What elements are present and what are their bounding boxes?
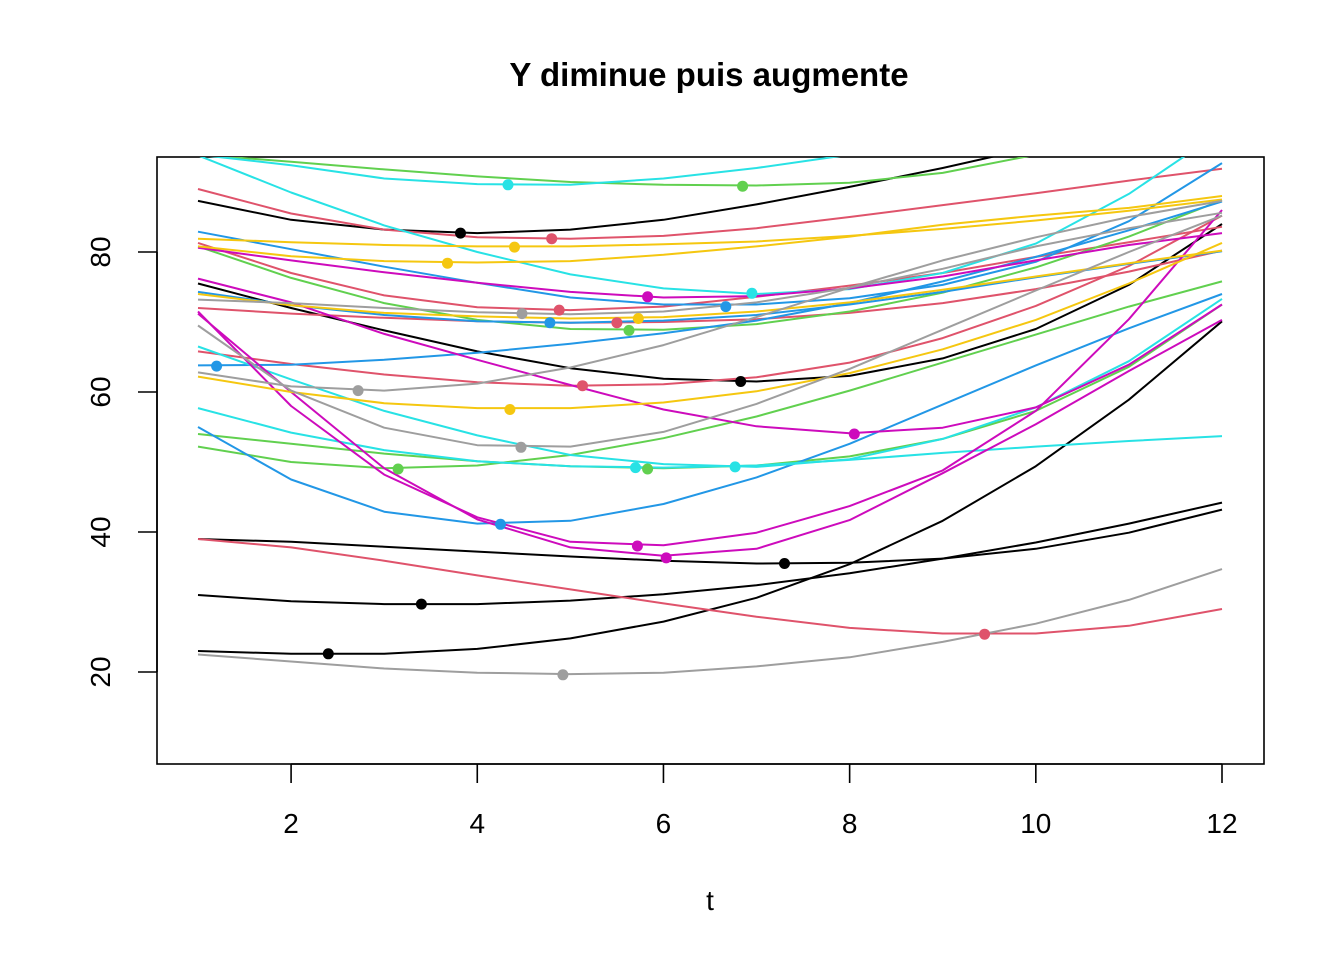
series-layer [197, 157, 1223, 676]
minimum-point-18 [495, 518, 506, 530]
series-line-28 [197, 195, 1223, 264]
y-tick-label: 40 [85, 516, 116, 547]
minimum-point-21 [729, 461, 741, 473]
minimum-point-17 [211, 360, 223, 372]
series-line-25 [197, 209, 1223, 547]
series-line-3 [197, 508, 1223, 565]
minimum-point-3 [779, 558, 790, 569]
x-tick-label: 6 [656, 808, 672, 839]
x-tick-label: 12 [1206, 808, 1237, 839]
series-line-32 [197, 214, 1223, 448]
minimum-point-26 [660, 552, 672, 564]
y-axis: 20 40 60 80 [85, 236, 158, 688]
x-axis: 2 4 6 8 10 12 [283, 763, 1238, 839]
minimum-point-8 [611, 317, 623, 329]
series-line-6 [197, 167, 1223, 240]
series-line-4 [197, 501, 1223, 606]
minimum-point-13 [642, 463, 654, 475]
minimum-point-24 [848, 428, 860, 440]
series-line-23 [197, 232, 1223, 299]
minimum-point-9 [577, 380, 588, 392]
y-tick-label: 60 [85, 376, 116, 407]
series-line-14 [197, 280, 1223, 470]
minimum-points-layer [211, 179, 991, 681]
x-tick-label: 8 [842, 808, 858, 839]
series-line-11 [215, 157, 1030, 187]
minimum-point-31 [516, 308, 528, 320]
minimum-point-10 [979, 628, 991, 640]
minimum-point-29 [632, 313, 644, 324]
series-line-8 [197, 249, 1223, 324]
y-tick-label: 80 [85, 236, 116, 267]
minimum-point-34 [557, 669, 569, 681]
minimum-point-32 [515, 441, 527, 453]
minimum-point-22 [630, 462, 641, 474]
series-line-18 [197, 293, 1223, 525]
series-line-29 [197, 249, 1223, 320]
series-line-26 [197, 312, 1223, 557]
series-line-19 [209, 157, 841, 186]
series-line-9 [197, 214, 1223, 387]
minimum-point-30 [504, 404, 516, 415]
series-line-10 [197, 538, 1223, 635]
minimum-point-2 [735, 376, 747, 387]
x-tick-label: 2 [283, 808, 299, 839]
series-line-27 [197, 198, 1223, 248]
series-line-15 [197, 162, 1223, 306]
minimum-point-20 [746, 287, 758, 299]
x-tick-label: 10 [1020, 808, 1051, 839]
minimum-point-27 [509, 241, 520, 253]
series-line-1 [197, 157, 997, 235]
minimum-point-16 [544, 317, 556, 329]
minimum-point-5 [322, 648, 334, 660]
minimum-point-7 [553, 304, 565, 316]
minimum-point-15 [720, 301, 732, 313]
minimum-point-25 [631, 540, 643, 552]
y-tick-label: 20 [85, 656, 116, 687]
series-line-31 [197, 211, 1223, 316]
chart-title: Y diminue puis augmente [509, 56, 909, 93]
series-line-17 [197, 200, 1223, 367]
series-line-22 [197, 407, 1223, 469]
minimum-point-6 [546, 233, 558, 245]
series-line-33 [197, 199, 1223, 392]
minimum-point-19 [502, 179, 514, 191]
minimum-point-23 [642, 291, 654, 303]
series-line-34 [197, 568, 1223, 676]
minimum-point-28 [442, 257, 453, 269]
minimum-point-33 [352, 385, 364, 397]
minimum-point-14 [392, 463, 404, 475]
minimum-point-11 [737, 180, 749, 192]
minimum-point-1 [455, 227, 466, 239]
x-axis-title: t [706, 885, 714, 916]
series-line-30 [197, 241, 1223, 410]
minimum-point-4 [415, 598, 427, 610]
minimum-point-12 [623, 324, 635, 336]
series-line-20 [199, 157, 1186, 295]
x-tick-label: 4 [469, 808, 485, 839]
